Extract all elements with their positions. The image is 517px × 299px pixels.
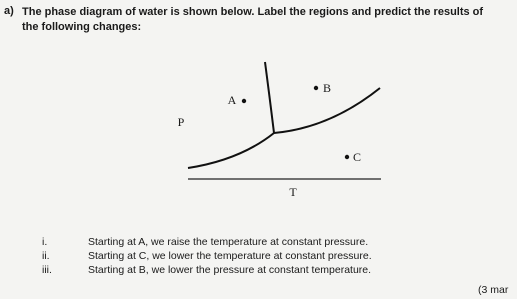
item-text: Starting at A, we raise the temperature … (88, 236, 369, 248)
point-b (313, 85, 319, 91)
item-number: i. (42, 236, 48, 248)
question-label: a) (4, 5, 14, 17)
item-text: Starting at C, we lower the temperature … (88, 250, 372, 262)
question-text: The phase diagram of water is shown belo… (22, 6, 484, 33)
solid-liquid-line (264, 61, 275, 134)
y-axis-label: P (178, 115, 185, 129)
solid-gas-line (187, 132, 275, 169)
point-label: A (228, 93, 237, 107)
point-c (344, 154, 350, 160)
marks: (3 mar (478, 284, 509, 296)
point-label: B (323, 81, 331, 95)
item-number: iii. (42, 264, 52, 276)
item-text: Starting at B, we lower the pressure at … (88, 264, 372, 276)
liquid-gas-line (273, 87, 381, 134)
point-label: C (353, 150, 361, 164)
item-number: ii. (42, 250, 50, 262)
x-axis-label: T (289, 185, 297, 199)
point-a (241, 98, 247, 104)
